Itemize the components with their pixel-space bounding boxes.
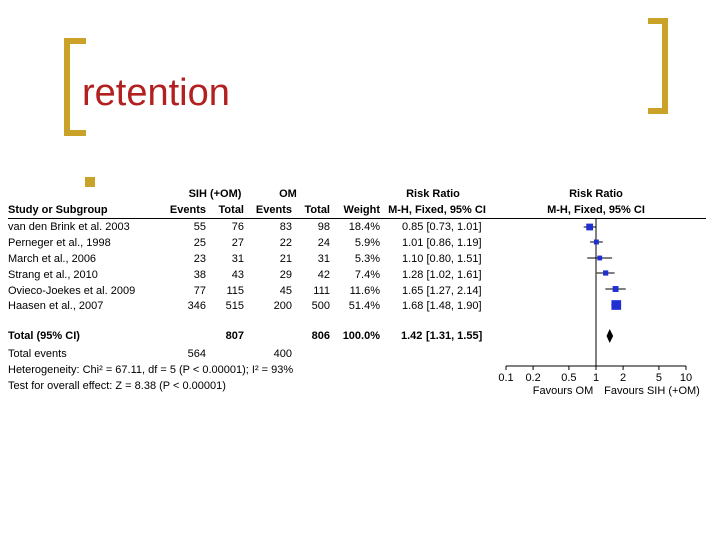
pooled-diamond [606,329,614,343]
total-sih: 76 [231,221,244,233]
study-name: Haasen et al., 2007 [8,300,104,312]
events-sih: 23 [193,253,206,265]
risk-ratio-ci: 1.01 [0.86, 1.19] [402,237,482,249]
total-sih: 27 [231,237,244,249]
header-total-sih: Total [218,204,244,216]
events-om: 29 [279,269,292,281]
effect-marker [603,270,609,276]
total-om: 98 [317,221,330,233]
x-tick-label: 1 [593,372,599,384]
events-sih: 346 [187,300,206,312]
total-om: 31 [317,253,330,265]
favours-left-label: Favours OM [532,385,594,397]
total-weight: 100.0% [342,330,380,342]
header-events-sih: Events [169,204,206,216]
events-sih: 77 [193,285,206,297]
risk-ratio-ci: 1.65 [1.27, 2.14] [402,285,482,297]
total-sih: 115 [226,285,244,297]
events-om: 22 [279,237,292,249]
total-om: 500 [311,300,330,312]
events-sih: 25 [193,237,206,249]
study-name: van den Brink et al. 2003 [8,221,130,233]
total-om: 24 [317,237,330,249]
header-weight: Weight [343,204,380,216]
events-om: 200 [273,300,292,312]
x-tick-label: 0.5 [561,372,576,384]
total-label: Total (95% CI) [8,330,80,342]
total-sih: 807 [225,330,244,342]
study-name: Perneger et al., 1998 [8,237,111,249]
x-tick-label: 0.1 [498,372,513,384]
header-risk-ratio: Risk Ratio [406,188,460,200]
header-method: M-H, Fixed, 95% CI [388,204,486,216]
total-om: 806 [311,330,330,342]
weight-value: 18.4% [348,221,380,233]
x-tick-label: 2 [620,372,626,384]
weight-value: 5.3% [354,253,380,265]
bullet-marker [85,177,95,187]
risk-ratio-ci: 1.28 [1.02, 1.61] [402,269,482,281]
header-om-group: OM [279,188,297,200]
x-tick-label: 10 [680,372,692,384]
total-om: 111 [313,285,330,297]
effect-marker [586,223,594,231]
events-om: 45 [279,285,292,297]
effect-marker [593,239,599,245]
header-events-om: Events [255,204,292,216]
effect-marker [612,286,619,292]
events-om: 21 [279,253,292,265]
total-sih: 515 [225,300,244,312]
study-name: March et al., 2006 [8,253,97,265]
risk-ratio-ci: 1.10 [0.80, 1.51] [402,253,482,265]
risk-ratio-ci: 0.85 [0.73, 1.01] [402,221,482,233]
header-sih-group: SIH (+OM) [188,188,242,200]
x-tick-label: 5 [656,372,662,384]
favours-right-label: Favours SIH (+OM) [604,385,700,397]
risk-ratio-ci: 1.68 [1.48, 1.90] [402,300,482,312]
events-om-total: 400 [273,348,292,360]
events-om: 83 [279,221,292,233]
slide-title: retention [82,72,230,114]
header-study: Study or Subgroup [8,204,108,216]
total-om: 42 [317,269,330,281]
total-ci-estimate: 1.42 [401,330,423,342]
plot-header-title: Risk Ratio [569,188,623,200]
header-divider [8,218,706,219]
total-ci-range: [1.31, 1.55] [426,330,483,342]
events-sih: 55 [193,221,206,233]
events-label: Total events [8,348,67,360]
study-name: Ovieco-Joekes et al. 2009 [8,285,136,297]
weight-value: 7.4% [354,269,380,281]
left-bracket-decoration [64,38,86,136]
events-sih: 38 [193,269,206,281]
weight-value: 5.9% [354,237,380,249]
total-sih: 31 [231,253,244,265]
events-sih-total: 564 [187,348,206,360]
right-bracket-decoration [648,18,668,114]
plot-header-method: M-H, Fixed, 95% CI [547,204,645,216]
effect-marker [597,255,603,261]
total-sih: 43 [231,269,244,281]
weight-value: 11.6% [349,285,380,297]
overall-effect-text: Test for overall effect: Z = 8.38 (P < 0… [8,380,226,392]
heterogeneity-text: Heterogeneity: Chi² = 67.11, df = 5 (P <… [8,364,294,376]
weight-value: 51.4% [348,300,380,312]
header-total-om: Total [304,204,330,216]
x-tick-label: 0.2 [525,372,540,384]
study-name: Strang et al., 2010 [8,269,98,281]
effect-marker [611,300,622,310]
